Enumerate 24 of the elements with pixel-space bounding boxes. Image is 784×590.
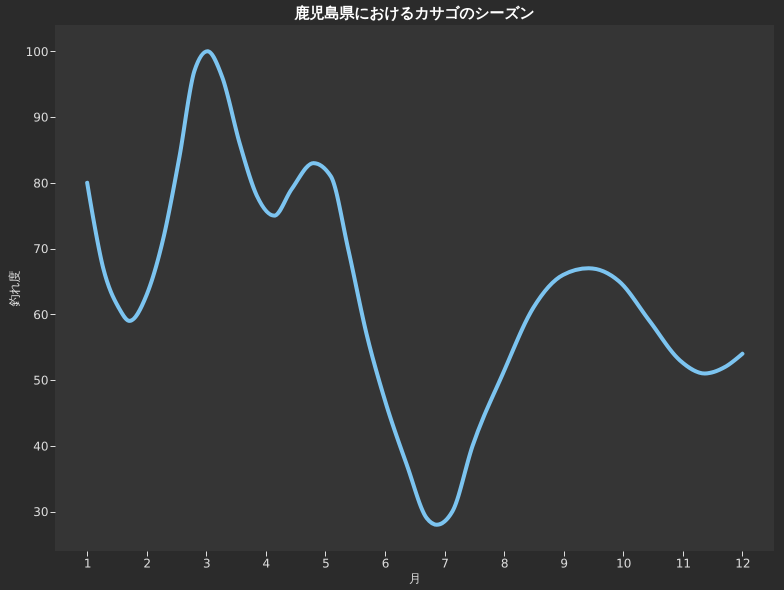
line-series (85, 49, 744, 527)
x-tick-label: 6 (382, 556, 390, 570)
x-tick-label: 10 (616, 556, 632, 570)
y-tick-label: 60 (33, 308, 48, 322)
x-tick-label: 8 (500, 556, 508, 570)
x-tick-label: 5 (322, 556, 330, 570)
y-tick-label: 90 (33, 110, 48, 125)
x-tick-label: 2 (143, 556, 152, 570)
y-tick-label: 80 (33, 176, 48, 190)
x-tick-label: 1 (84, 556, 92, 570)
y-tick-label: 30 (33, 505, 48, 520)
y-tick-label: 100 (26, 44, 48, 59)
x-tick-label: 12 (735, 556, 751, 570)
y-tick-label: 50 (33, 374, 48, 388)
x-tick-label: 3 (202, 556, 211, 570)
x-tick-label: 11 (676, 556, 691, 570)
y-axis-title: 釣れ度 (8, 270, 22, 306)
chart-title: 鹿児島県におけるカサゴのシーズン (294, 4, 534, 22)
x-axis-title: 月 (409, 572, 421, 586)
y-tick-label: 40 (33, 439, 48, 454)
x-tick-label: 7 (441, 556, 449, 570)
x-tick-label: 9 (560, 556, 568, 570)
y-tick-label: 70 (33, 242, 48, 256)
x-tick-label: 4 (262, 556, 270, 570)
